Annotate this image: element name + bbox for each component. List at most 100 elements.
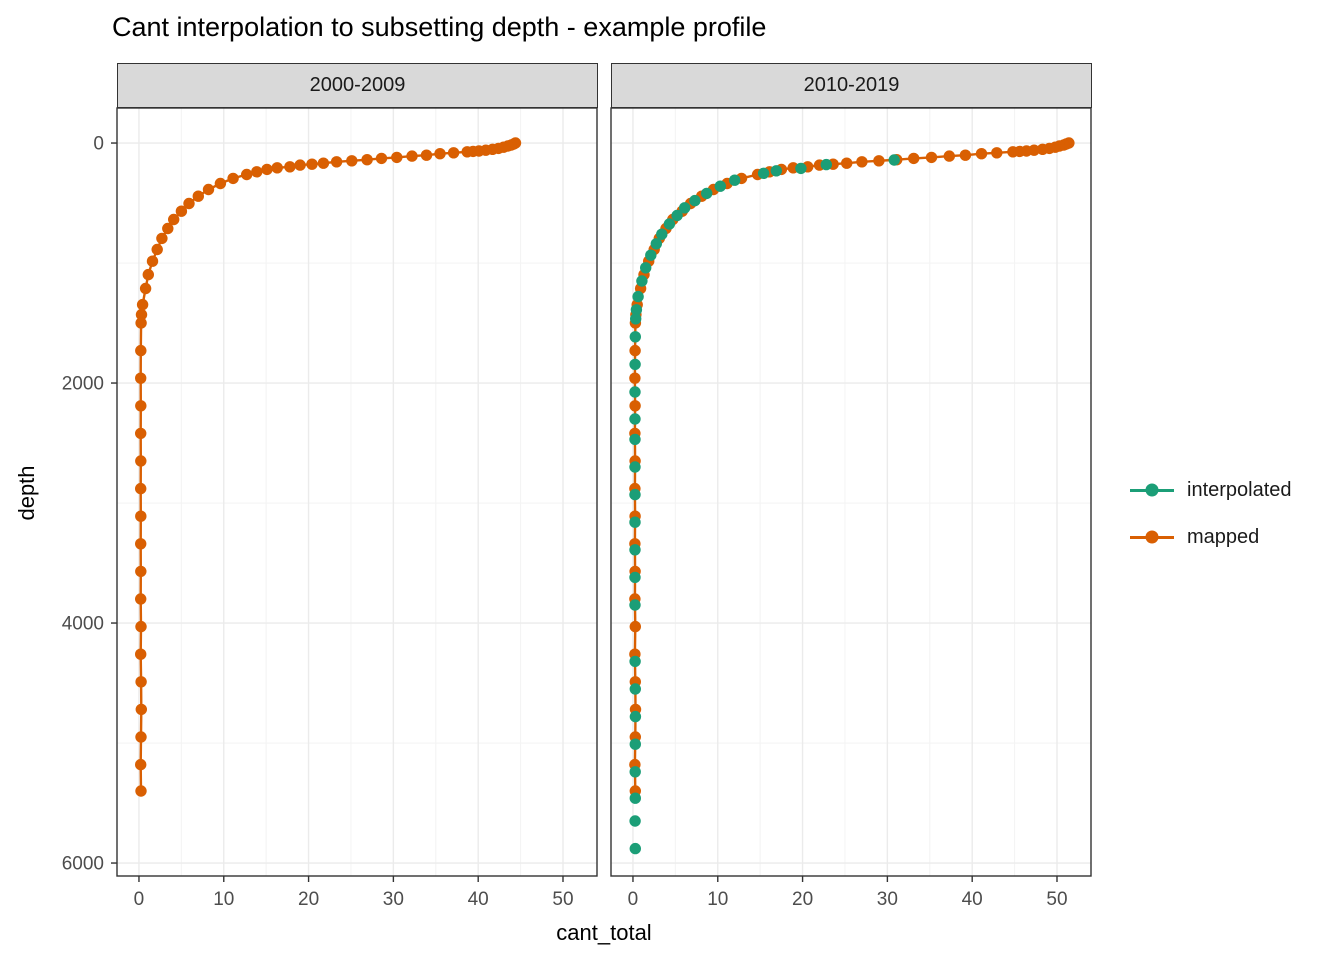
data-point-interpolated bbox=[770, 165, 782, 177]
x-tick-label: 30 bbox=[383, 889, 404, 910]
data-point-interpolated bbox=[632, 290, 644, 303]
data-point-interpolated bbox=[663, 218, 676, 230]
data-point-interpolated bbox=[629, 842, 641, 855]
data-point-interpolated bbox=[629, 738, 641, 750]
data-point-mapped bbox=[135, 482, 147, 495]
data-point-interpolated bbox=[888, 154, 900, 166]
data-point-mapped bbox=[447, 147, 460, 159]
data-point-mapped bbox=[943, 150, 955, 162]
data-point-mapped bbox=[294, 159, 306, 171]
data-point-mapped bbox=[975, 148, 988, 160]
data-point-mapped bbox=[420, 149, 433, 161]
data-point-mapped bbox=[227, 172, 239, 185]
data-point-mapped bbox=[991, 147, 1003, 159]
x-tick-label: 10 bbox=[707, 889, 728, 910]
legend-dot-glyph bbox=[1145, 530, 1159, 544]
data-point-mapped bbox=[135, 593, 147, 605]
x-tick-label: 0 bbox=[134, 889, 145, 910]
x-tick-label: 50 bbox=[552, 889, 573, 910]
data-point-interpolated bbox=[629, 331, 641, 343]
data-point-interpolated bbox=[629, 655, 641, 668]
data-point-interpolated bbox=[701, 187, 713, 200]
data-point-mapped bbox=[908, 152, 920, 165]
y-tick-label: 4000 bbox=[62, 614, 104, 635]
data-point-interpolated bbox=[629, 386, 641, 398]
data-point-mapped bbox=[162, 222, 174, 235]
data-point-mapped bbox=[136, 298, 149, 311]
data-point-interpolated bbox=[629, 599, 641, 611]
data-point-mapped bbox=[135, 538, 147, 550]
y-tick-label: 0 bbox=[93, 134, 104, 155]
data-point-interpolated bbox=[629, 358, 641, 371]
data-point-interpolated bbox=[820, 158, 832, 171]
y-axis-title: depth bbox=[14, 465, 39, 521]
x-tick-label: 0 bbox=[628, 889, 639, 910]
legend-key-icon bbox=[1130, 476, 1174, 504]
panel-background bbox=[611, 108, 1091, 876]
data-point-mapped bbox=[434, 148, 446, 160]
data-point-mapped bbox=[156, 232, 168, 245]
data-point-mapped bbox=[1007, 146, 1019, 158]
data-point-mapped bbox=[202, 183, 215, 196]
data-point-interpolated bbox=[671, 209, 683, 222]
data-point-mapped bbox=[135, 565, 147, 578]
data-point-interpolated bbox=[689, 194, 701, 207]
data-point-interpolated bbox=[795, 162, 807, 175]
data-point-mapped bbox=[406, 150, 418, 162]
data-point-mapped bbox=[629, 620, 641, 633]
data-point-mapped bbox=[959, 149, 972, 161]
data-point-mapped bbox=[251, 166, 263, 178]
data-point-interpolated bbox=[640, 262, 652, 274]
data-point-mapped bbox=[135, 648, 147, 660]
y-tick-label: 6000 bbox=[62, 854, 104, 875]
data-point-interpolated bbox=[757, 167, 770, 179]
data-point-mapped bbox=[330, 156, 343, 168]
x-tick-label: 40 bbox=[468, 889, 489, 910]
facet-strip-2000-2009: 2000-2009 bbox=[117, 63, 598, 108]
data-point-mapped bbox=[135, 785, 147, 797]
data-point-mapped bbox=[135, 308, 148, 321]
data-point-interpolated bbox=[729, 174, 741, 186]
data-point-interpolated bbox=[629, 413, 641, 425]
data-point-mapped bbox=[175, 205, 188, 217]
data-point-interpolated bbox=[629, 516, 641, 528]
data-point-interpolated bbox=[630, 313, 642, 325]
data-point-interpolated bbox=[629, 683, 641, 695]
legend-label: mapped bbox=[1187, 525, 1260, 548]
data-point-mapped bbox=[361, 154, 373, 166]
x-tick-label: 10 bbox=[213, 889, 234, 910]
data-point-mapped bbox=[306, 158, 318, 170]
data-point-mapped bbox=[214, 177, 227, 190]
data-point-interpolated bbox=[629, 815, 641, 827]
data-point-mapped bbox=[375, 152, 388, 165]
x-tick-label: 20 bbox=[792, 889, 813, 910]
data-point-mapped bbox=[168, 213, 180, 226]
legend-item-mapped: mapped bbox=[1130, 523, 1292, 551]
data-point-mapped bbox=[192, 190, 204, 202]
data-point-mapped bbox=[135, 620, 147, 633]
data-point-mapped bbox=[346, 155, 358, 167]
chart-title: Cant interpolation to subsetting depth -… bbox=[112, 12, 767, 42]
data-point-mapped bbox=[135, 703, 147, 716]
data-point-mapped bbox=[261, 163, 273, 176]
panel-border bbox=[116, 107, 598, 877]
data-point-interpolated bbox=[630, 304, 643, 316]
data-point-mapped bbox=[925, 151, 938, 164]
data-point-interpolated bbox=[629, 766, 641, 778]
data-point-mapped bbox=[135, 317, 147, 329]
panel-border bbox=[610, 107, 1092, 877]
x-tick-label: 50 bbox=[1046, 889, 1067, 910]
data-point-interpolated bbox=[629, 461, 641, 473]
data-point-interpolated bbox=[645, 249, 657, 261]
data-point-mapped bbox=[629, 372, 641, 384]
legend-item-interpolated: interpolated bbox=[1130, 476, 1292, 504]
data-point-mapped bbox=[135, 427, 147, 440]
data-point-mapped bbox=[629, 344, 641, 357]
legend-key-icon bbox=[1130, 523, 1174, 551]
legend-label: interpolated bbox=[1187, 478, 1292, 501]
data-point-mapped bbox=[391, 151, 403, 164]
data-point-mapped bbox=[135, 731, 147, 743]
facet-strip-2010-2019: 2010-2019 bbox=[611, 63, 1092, 108]
